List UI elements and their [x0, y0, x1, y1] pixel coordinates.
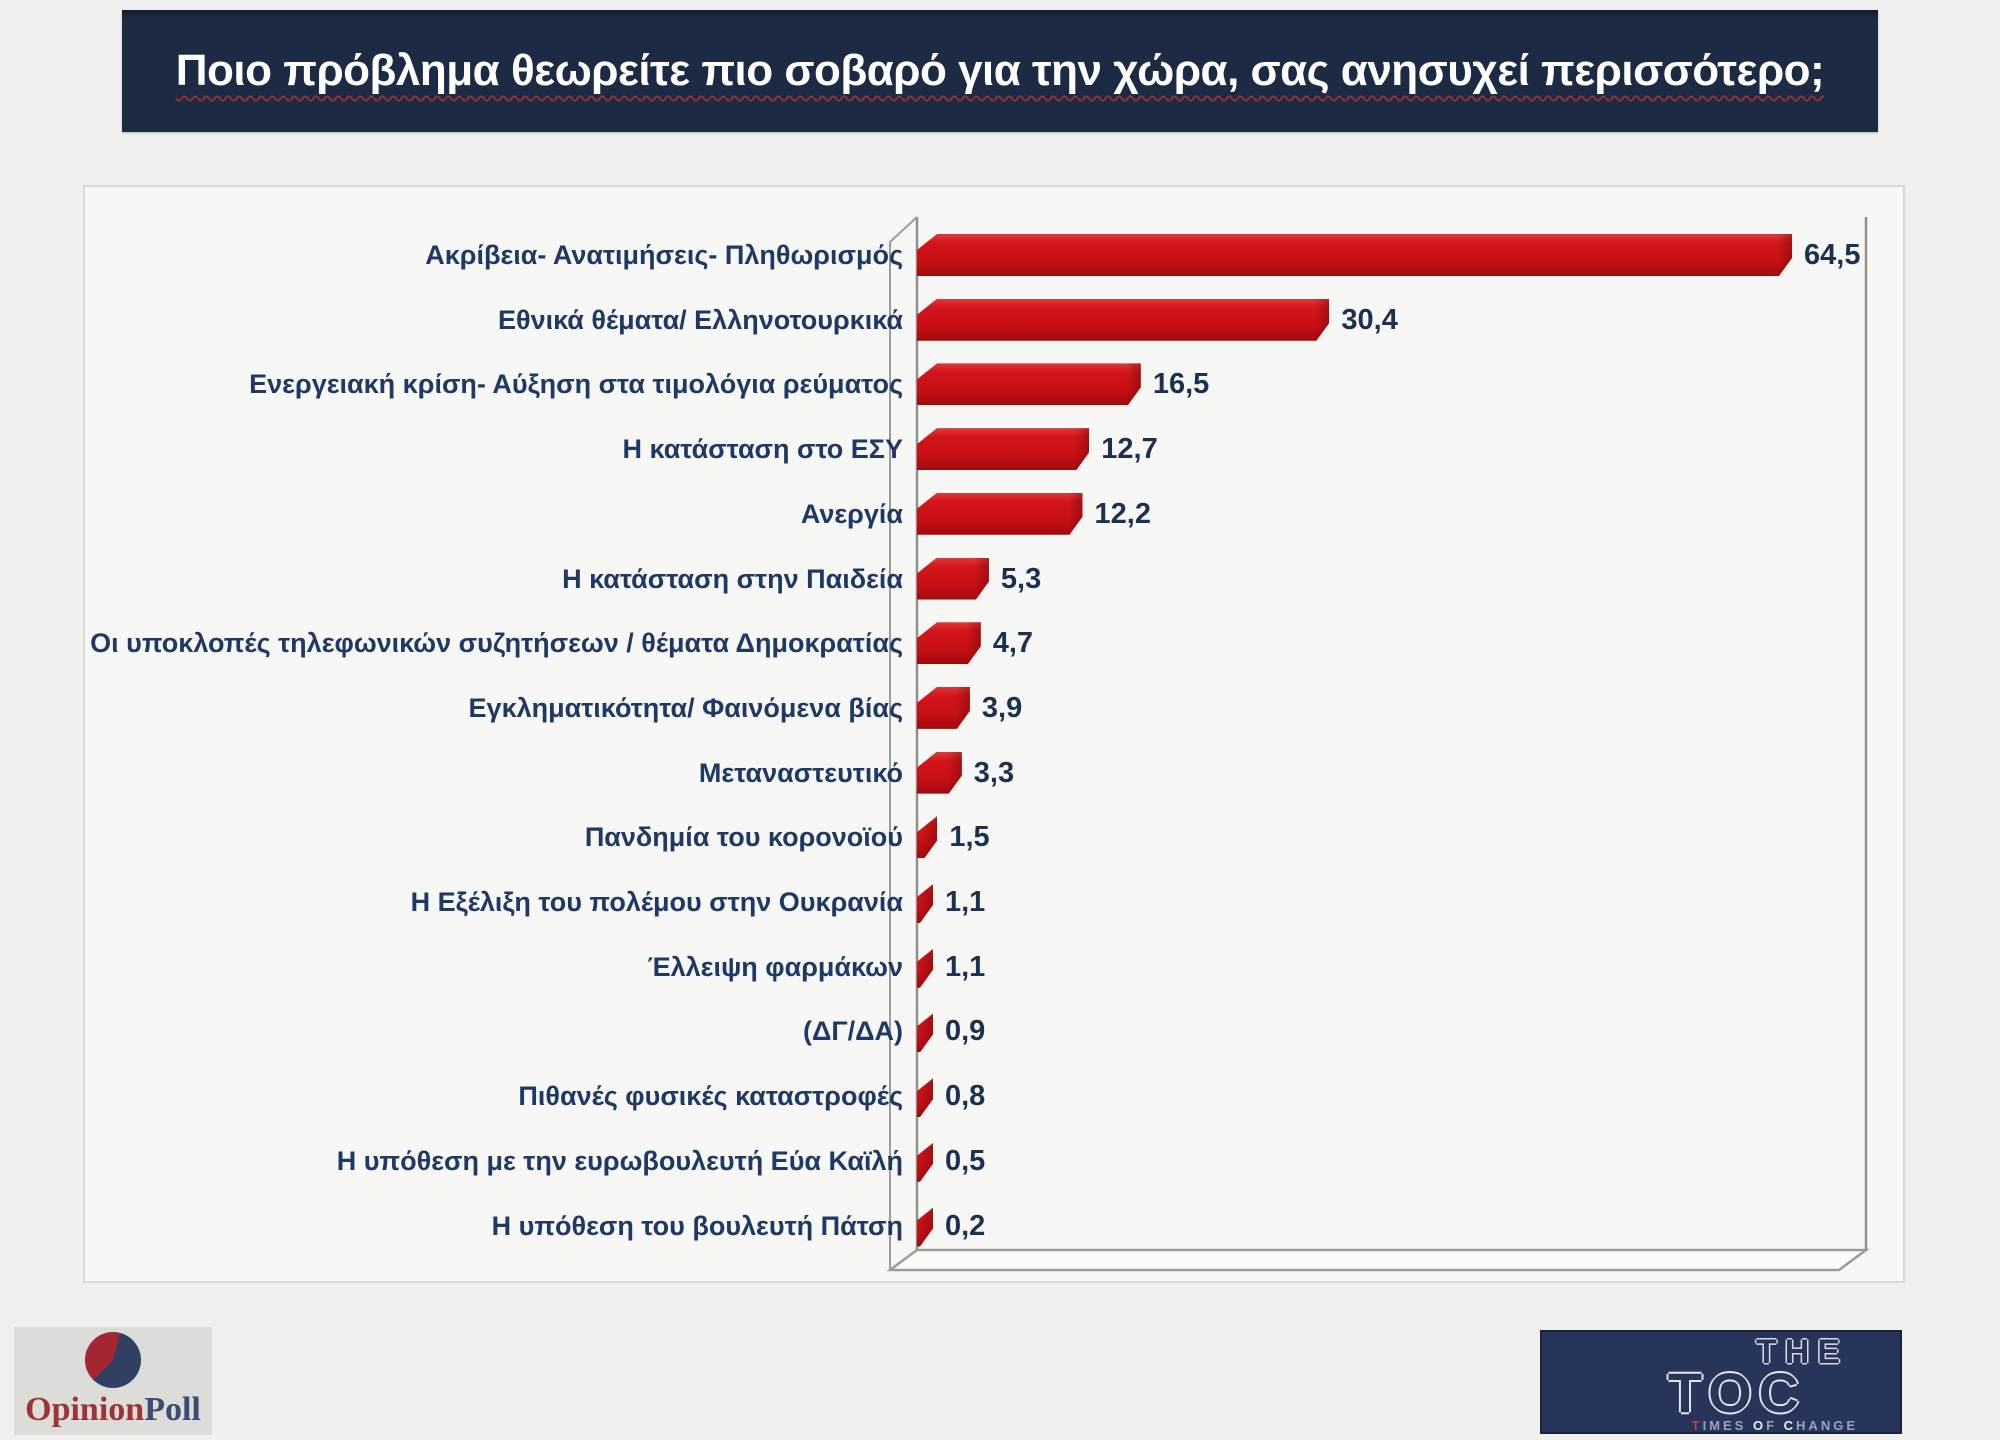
bar: [917, 752, 962, 794]
bar: [917, 234, 1792, 276]
bar-row: Η κατάσταση στο ΕΣΥ 12,7: [85, 421, 1903, 477]
bar-row: Η υπόθεση με την ευρωβουλευτή Εύα Καϊλή 0…: [85, 1133, 1903, 1189]
value-label: 4,7: [992, 627, 1034, 660]
opinionpoll-wordmark: OpinionPoll: [14, 1391, 212, 1429]
bar-row: Εθνικά θέματα/ Ελληνοτουρκικά 30,4: [85, 292, 1903, 348]
value-label: 1,1: [945, 950, 986, 983]
category-label: Εγκληματικότητα/ Φαινόμενα βίας: [468, 692, 903, 723]
bar-row: Εγκληματικότητα/ Φαινόμενα βίας 3,9: [85, 680, 1903, 736]
category-label: Εθνικά θέματα/ Ελληνοτουρκικά: [498, 304, 903, 335]
category-label: Η υπόθεση με την ευρωβουλευτή Εύα Καϊλή: [336, 1145, 903, 1176]
opinionpoll-word1: Opinion: [25, 1391, 145, 1428]
thetoc-logo: THE TOC TIMES OF CHANGE: [1540, 1330, 1902, 1434]
value-label: 0,5: [945, 1144, 986, 1177]
bar: [917, 946, 933, 988]
bar-row: Η κατάσταση στην Παιδεία 5,3: [85, 551, 1903, 607]
chart-panel: Ακρίβεια- Ανατιμήσεις- Πληθωρισμός 64,5 Εθ…: [83, 185, 1905, 1283]
thetoc-tagline: TIMES OF CHANGE: [1612, 1418, 1862, 1434]
bar-row: Πιθανές φυσικές καταστροφές 0,8: [85, 1068, 1903, 1124]
value-label: 0,2: [945, 1209, 986, 1242]
value-label: 0,8: [945, 1080, 986, 1113]
bar: [917, 816, 937, 858]
value-label: 12,7: [1101, 433, 1158, 466]
category-label: Η Εξέλιξη του πολέμου στην Ουκρανία: [410, 887, 903, 917]
title-banner: Ποιο πρόβλημα θεωρείτε πιο σοβαρό για τη…: [122, 10, 1878, 132]
wall-top-diagonal: [889, 216, 918, 243]
bar: [917, 299, 1329, 341]
bar-row: Μεταναστευτικό 3,3: [85, 745, 1903, 801]
thetoc-tagline-part: O: [1752, 1418, 1767, 1433]
thetoc-tagline-part: T: [1691, 1418, 1703, 1433]
wall-bottom-diagonal: [889, 1249, 918, 1271]
thetoc-tagline-part: IMES: [1702, 1418, 1753, 1433]
thetoc-the: THE: [1756, 1333, 1848, 1371]
thetoc-tagline-part: C: [1783, 1418, 1797, 1433]
value-label: 3,3: [973, 756, 1015, 789]
value-label: 5,3: [1000, 562, 1042, 595]
bar: [917, 363, 1141, 405]
bar-rows-container: Ακρίβεια- Ανατιμήσεις- Πληθωρισμός 64,5 Εθ…: [85, 187, 1903, 1281]
bar-row: Ενεργειακή κρίση- Αύξηση στα τιμολόγια ρ…: [85, 356, 1903, 412]
bar: [917, 622, 981, 664]
bar: [917, 493, 1083, 535]
category-label: Η κατάσταση στην Παιδεία: [562, 563, 903, 594]
bar: [917, 881, 933, 923]
value-label: 16,5: [1152, 368, 1210, 401]
category-label: Μεταναστευτικό: [698, 757, 903, 788]
bar-row: Οι υποκλοπές τηλεφωνικών συζητήσεων / θέ…: [85, 615, 1903, 671]
bar: [917, 558, 989, 600]
bar-row: Η υπόθεση του βουλευτή Πάτση 0,2: [85, 1198, 1903, 1254]
chart-3d-frame: [886, 216, 1870, 1272]
bar-row: Έλλειψη φαρμάκων 1,1: [85, 939, 1903, 995]
pie-chart-icon: [85, 1332, 141, 1388]
bar: [917, 1010, 933, 1052]
bar-row: (ΔΓ/ΔΑ) 0,9: [85, 1003, 1903, 1059]
value-label: 1,5: [949, 821, 990, 854]
thetoc-name: TOC: [1667, 1361, 1807, 1424]
bar-row: Η Εξέλιξη του πολέμου στην Ουκρανία 1,1: [85, 874, 1903, 930]
category-label: Πανδημία του κορονοϊού: [584, 822, 903, 853]
category-label: Ενεργειακή κρίση- Αύξηση στα τιμολόγια ρ…: [249, 369, 903, 400]
category-label: (ΔΓ/ΔΑ): [802, 1016, 903, 1047]
category-label: Έλλειψη φαρμάκων: [647, 951, 903, 982]
value-label: 3,9: [981, 691, 1023, 724]
value-label: 30,4: [1341, 303, 1398, 336]
bar-row: Πανδημία του κορονοϊού 1,5: [85, 809, 1903, 865]
category-label: Ακρίβεια- Ανατιμήσεις- Πληθωρισμός: [425, 240, 903, 270]
bar-row: Ακρίβεια- Ανατιμήσεις- Πληθωρισμός 64,5: [85, 227, 1903, 283]
category-label: Η υπόθεση του βουλευτή Πάτση: [491, 1210, 903, 1241]
bar-row: Ανεργία 12,2: [85, 486, 1903, 542]
thetoc-wordmark: THE TOC TIMES OF CHANGE: [1612, 1333, 1862, 1434]
page-title: Ποιο πρόβλημα θεωρείτε πιο σοβαρό για τη…: [175, 46, 1825, 95]
bar: [917, 1205, 933, 1247]
opinionpoll-logo: OpinionPoll: [14, 1327, 212, 1435]
value-label: 12,2: [1094, 497, 1151, 530]
value-label: 0,9: [945, 1015, 986, 1048]
thetoc-tagline-part: HANGE: [1796, 1418, 1858, 1433]
category-label: Πιθανές φυσικές καταστροφές: [518, 1081, 903, 1112]
value-label: 64,5: [1804, 239, 1861, 271]
opinionpoll-word2: Poll: [144, 1391, 201, 1428]
bar: [917, 428, 1089, 470]
thetoc-tagline-part: F: [1766, 1418, 1784, 1433]
category-label: Οι υποκλοπές τηλεφωνικών συζητήσεων / θέ…: [90, 628, 903, 659]
category-label: Ανεργία: [800, 498, 903, 529]
bar: [917, 1075, 933, 1117]
bar: [917, 687, 970, 729]
category-label: Η κατάσταση στο ΕΣΥ: [622, 434, 903, 465]
value-label: 1,1: [945, 886, 986, 918]
bar: [917, 1140, 933, 1182]
